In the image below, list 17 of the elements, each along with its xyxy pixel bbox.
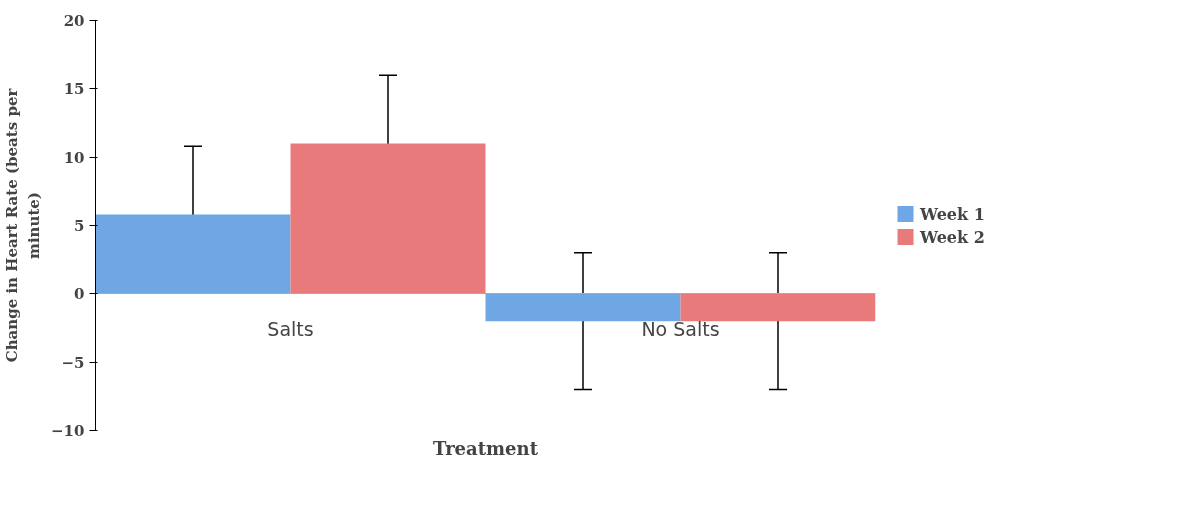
- y-tick-label: 10: [63, 148, 85, 167]
- bar: [485, 293, 681, 322]
- y-tick-label: 15: [63, 80, 85, 99]
- legend-label: Week 2: [920, 227, 985, 246]
- x-tick-label: No Salts: [641, 317, 720, 340]
- legend-label: Week 1: [920, 204, 985, 223]
- y-tick-label: 5: [74, 217, 85, 235]
- y-tick-label: −10: [51, 422, 85, 440]
- bar: [290, 143, 486, 294]
- y-tick-label: 20: [63, 12, 85, 30]
- y-tick-label: 0: [74, 285, 85, 304]
- x-tick-label: Salts: [267, 317, 314, 340]
- y-axis-title: Change in Heart Rate (beats per minute): [3, 87, 44, 363]
- x-axis-title: Treatment: [433, 437, 539, 459]
- bar: [680, 293, 876, 322]
- bar: [95, 214, 291, 294]
- y-tick-label: −5: [61, 353, 85, 372]
